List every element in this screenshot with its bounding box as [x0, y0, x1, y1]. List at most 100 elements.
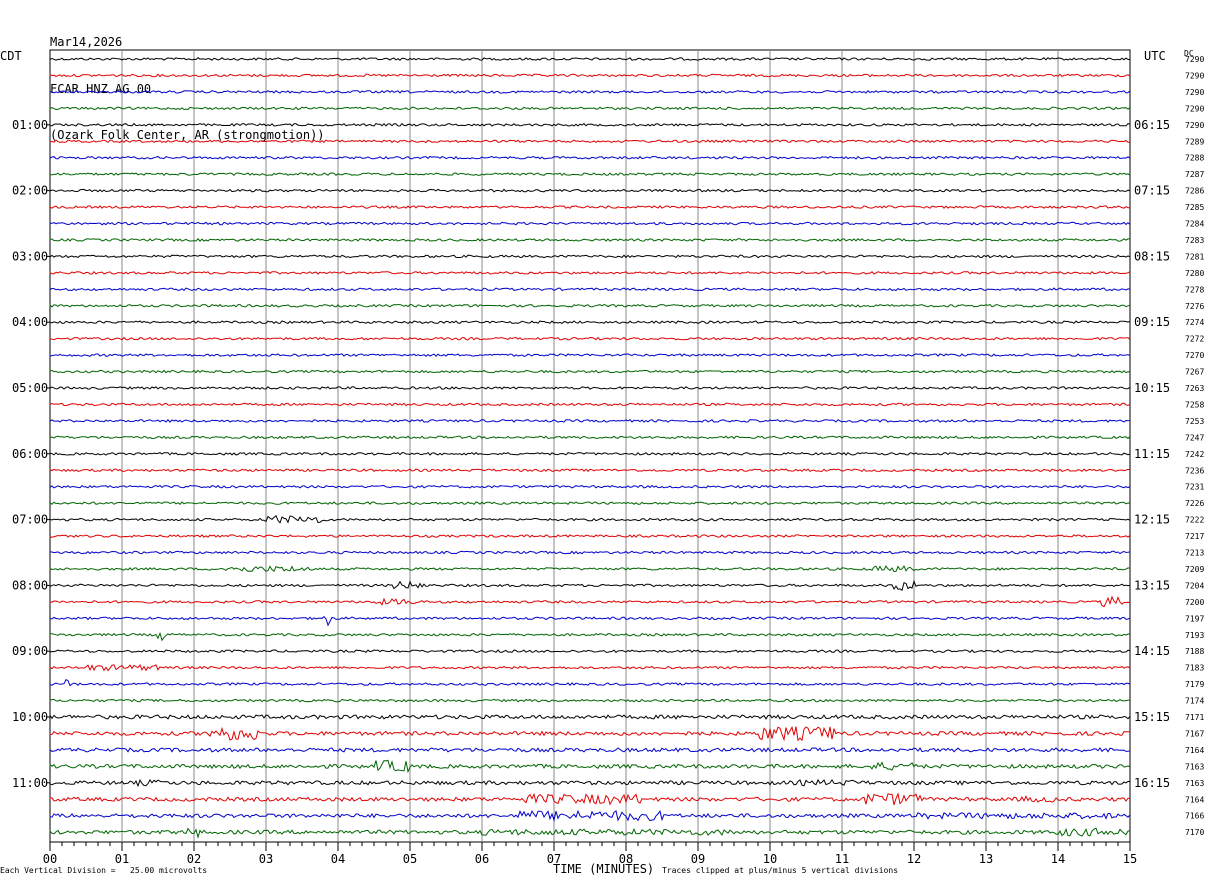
dc-offset-value: 7290: [1185, 71, 1204, 80]
seismic-trace: [49, 515, 1131, 524]
header-date: Mar14,2026: [50, 35, 123, 49]
right-timezone-label: UTC: [1144, 49, 1166, 63]
hour-label-right: 16:15: [1134, 776, 1170, 790]
dc-offset-value: 7179: [1185, 680, 1204, 689]
x-tick-label: 11: [835, 852, 849, 866]
dc-offset-value: 7163: [1185, 762, 1204, 771]
hour-label-left: 03:00: [12, 249, 48, 263]
hour-label-left: 08:00: [12, 578, 48, 592]
dc-offset-value: 7213: [1185, 549, 1204, 558]
dc-offset-label: DC: [1184, 49, 1194, 58]
seismic-trace: [49, 663, 1131, 672]
dc-offset-value: 7217: [1185, 532, 1204, 541]
seismic-trace: [49, 631, 1131, 642]
seismic-trace: [49, 320, 1131, 325]
dc-offset-value: 7290: [1185, 55, 1204, 64]
hour-label-left: 07:00: [12, 513, 48, 527]
dc-offset-value: 7289: [1185, 137, 1204, 146]
seismic-trace: [49, 270, 1131, 275]
x-tick-label: 09: [691, 852, 705, 866]
seismic-trace: [49, 809, 1131, 823]
seismic-trace: [49, 336, 1131, 341]
x-tick-label: 07: [547, 852, 561, 866]
scale-value: 25.00 microvolts: [130, 866, 208, 875]
seismic-trace: [49, 172, 1131, 177]
hour-label-left: 05:00: [12, 381, 48, 395]
dc-offset-value: 7209: [1185, 565, 1204, 574]
seismic-trace: [49, 155, 1131, 160]
hour-label-left: 06:00: [12, 447, 48, 461]
seismic-trace: [49, 679, 1131, 687]
x-tick-label: 02: [187, 852, 201, 866]
seismic-trace: [49, 122, 1131, 127]
dc-offset-value: 7278: [1185, 285, 1204, 294]
dc-offset-value: 7276: [1185, 302, 1204, 311]
dc-offset-value: 7272: [1185, 335, 1204, 344]
seismic-trace: [49, 369, 1131, 374]
dc-offset-value: 7283: [1185, 236, 1204, 245]
seismic-trace: [49, 484, 1131, 489]
hour-label-left: 11:00: [12, 776, 48, 790]
dc-offset-value: 7253: [1185, 417, 1204, 426]
seismic-trace: [49, 778, 1131, 788]
dc-offset-value: 7287: [1185, 170, 1204, 179]
dc-offset-value: 7167: [1185, 729, 1204, 738]
x-tick-label: 08: [619, 852, 633, 866]
dc-offset-value: 7258: [1185, 400, 1204, 409]
x-tick-label: 10: [763, 852, 777, 866]
scale-note: Each Vertical Division = 25.00 microvolt…: [0, 866, 207, 875]
dc-offset-value: 7197: [1185, 614, 1204, 623]
dc-offset-value: 7222: [1185, 516, 1204, 525]
seismic-trace: [49, 353, 1131, 358]
dc-offset-value: 7242: [1185, 450, 1204, 459]
hour-label-right: 14:15: [1134, 644, 1170, 658]
seismic-trace: [49, 792, 1131, 806]
dc-offset-value: 7285: [1185, 203, 1204, 212]
seismic-trace: [49, 595, 1131, 608]
x-tick-label: 01: [115, 852, 129, 866]
seismic-trace: [49, 451, 1131, 456]
seismic-trace: [49, 725, 1130, 742]
seismic-trace: [49, 435, 1131, 440]
dc-offset-value: 7174: [1185, 697, 1204, 706]
seismic-trace: [49, 287, 1131, 292]
seismic-trace: [49, 759, 1131, 774]
clip-note: Traces clipped at plus/minus 5 vertical …: [662, 866, 899, 875]
hour-label-right: 13:15: [1134, 578, 1170, 592]
x-tick-label: 00: [43, 852, 57, 866]
dc-offset-value: 7270: [1185, 351, 1204, 360]
seismic-trace: [49, 747, 1131, 753]
plot-frame: [49, 49, 1131, 843]
seismic-trace: [49, 73, 1131, 78]
x-tick-label: 06: [475, 852, 489, 866]
dc-offset-value: 7286: [1185, 187, 1204, 196]
dc-offset-value: 7166: [1185, 812, 1204, 821]
seismic-trace: [49, 238, 1131, 242]
hour-label-left: 02:00: [12, 184, 48, 198]
seismic-trace: [49, 713, 1131, 720]
seismic-trace: [49, 698, 1130, 703]
hour-label-right: 10:15: [1134, 381, 1170, 395]
dc-offset-value: 7193: [1185, 631, 1204, 640]
hour-label-right: 15:15: [1134, 710, 1170, 724]
seismic-trace: [49, 579, 1131, 591]
hour-label-left: 10:00: [12, 710, 48, 724]
hour-label-right: 07:15: [1134, 184, 1170, 198]
hour-label-left: 04:00: [12, 315, 48, 329]
x-axis-label: TIME (MINUTES): [553, 862, 655, 876]
dc-offset-value: 7288: [1185, 154, 1204, 163]
hour-label-left: 09:00: [12, 644, 48, 658]
dc-offset-value: 7163: [1185, 779, 1204, 788]
seismic-trace: [49, 419, 1131, 423]
dc-offset-value: 7247: [1185, 433, 1204, 442]
x-tick-label: 15: [1123, 852, 1137, 866]
seismic-trace: [49, 188, 1131, 193]
dc-offset-value: 7236: [1185, 466, 1204, 475]
dc-offset-value: 7284: [1185, 220, 1204, 229]
dc-offset-value: 7226: [1185, 499, 1204, 508]
scale-prefix: Each Vertical Division =: [0, 866, 116, 875]
seismic-trace: [49, 468, 1131, 473]
seismic-trace: [49, 139, 1131, 144]
dc-offset-value: 7267: [1185, 368, 1204, 377]
